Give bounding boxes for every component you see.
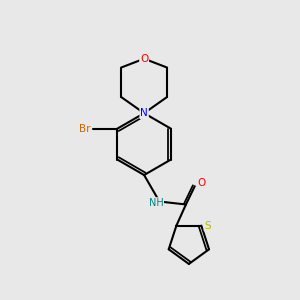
Text: S: S: [205, 220, 211, 231]
Text: N: N: [140, 108, 148, 118]
Text: Br: Br: [79, 124, 91, 134]
Text: O: O: [140, 54, 148, 64]
Text: NH: NH: [148, 198, 163, 208]
Text: O: O: [197, 178, 206, 188]
